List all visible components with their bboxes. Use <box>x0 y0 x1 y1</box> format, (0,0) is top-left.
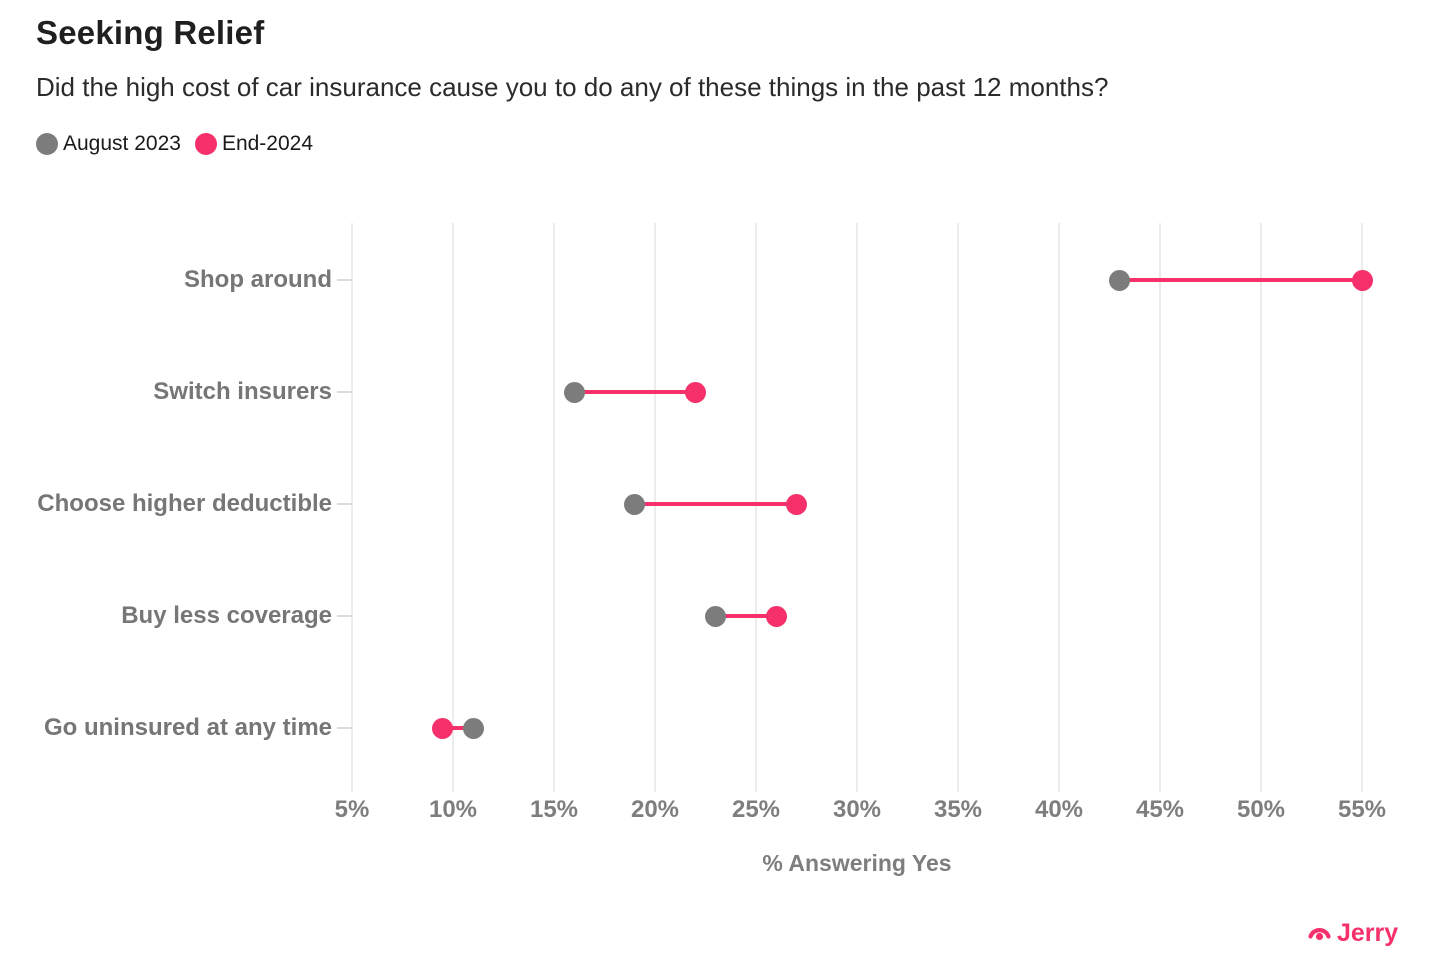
x-tick-label: 15% <box>529 796 579 823</box>
x-gridline <box>1058 223 1060 792</box>
category-tick-mark <box>337 391 352 393</box>
dumbbell-connector <box>1119 278 1362 282</box>
x-gridline <box>957 223 959 792</box>
category-tick-mark <box>337 279 352 281</box>
x-tick-label: 55% <box>1337 796 1387 823</box>
x-gridline <box>553 223 555 792</box>
x-gridline <box>856 223 858 792</box>
end-2024-dot <box>1351 269 1373 291</box>
category-label: Choose higher deductible <box>37 490 332 517</box>
x-tick-label: 40% <box>1034 796 1084 823</box>
legend-item-august-2023: August 2023 <box>36 132 181 156</box>
x-tick-label: 20% <box>630 796 680 823</box>
category-label: Buy less coverage <box>121 602 332 629</box>
x-gridline <box>351 223 353 792</box>
x-gridline <box>452 223 454 792</box>
category-label: Shop around <box>184 266 332 293</box>
chart-title: Seeking Relief <box>36 14 265 51</box>
category-label: Switch insurers <box>153 378 332 405</box>
brand-name: Jerry <box>1337 919 1399 947</box>
legend-item-end-2024: End-2024 <box>194 132 314 156</box>
x-tick-label: 25% <box>731 796 781 823</box>
x-axis-title: % Answering Yes <box>762 850 952 876</box>
chart-subtitle: Did the high cost of car insurance cause… <box>36 72 1109 102</box>
august-2023-dot <box>705 605 727 627</box>
x-tick-label: 30% <box>832 796 882 823</box>
x-gridline <box>1159 223 1161 792</box>
x-tick-label: 35% <box>933 796 983 823</box>
category-tick-mark <box>337 727 352 729</box>
august-2023-dot <box>1109 269 1131 291</box>
x-tick-label: 10% <box>428 796 478 823</box>
jerry-arc-icon <box>1308 927 1331 941</box>
legend-label: August 2023 <box>63 132 181 155</box>
legend: August 2023 End-2024 <box>36 132 313 156</box>
brand-logo: Jerry <box>1306 919 1398 948</box>
x-gridline <box>1260 223 1262 792</box>
end-2024-dot <box>785 493 807 515</box>
x-tick-label: 45% <box>1135 796 1185 823</box>
x-gridline <box>1361 223 1363 792</box>
end-2024-dot <box>432 717 454 739</box>
august-2023-dot <box>624 493 646 515</box>
x-tick-label: 5% <box>334 796 370 823</box>
legend-dot-icon <box>36 133 58 155</box>
x-gridline <box>755 223 757 792</box>
august-2023-dot <box>462 717 484 739</box>
legend-dot-icon <box>194 133 217 155</box>
category-tick-mark <box>337 615 352 617</box>
x-tick-label: 50% <box>1236 796 1286 823</box>
x-gridline <box>654 223 656 792</box>
legend-label: End-2024 <box>221 132 314 155</box>
category-label: Go uninsured at any time <box>43 714 332 741</box>
august-2023-dot <box>563 381 585 403</box>
dumbbell-connector <box>574 390 696 394</box>
dumbbell-connector <box>634 502 797 506</box>
dumbbell-connector <box>442 726 474 730</box>
category-tick-mark <box>337 503 352 505</box>
dumbbell-connector <box>715 614 777 618</box>
end-2024-dot <box>765 605 787 627</box>
end-2024-dot <box>684 381 706 403</box>
